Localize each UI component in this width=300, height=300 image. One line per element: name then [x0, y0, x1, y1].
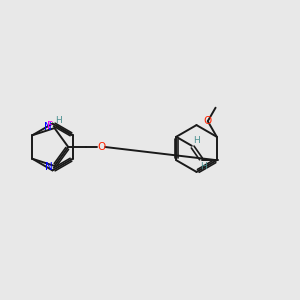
- Text: F: F: [47, 121, 53, 131]
- Text: H: H: [55, 116, 62, 125]
- Text: O: O: [97, 142, 105, 152]
- Text: H: H: [194, 136, 200, 145]
- Text: O: O: [204, 116, 212, 126]
- Text: N: N: [44, 122, 52, 133]
- Text: H: H: [200, 162, 207, 171]
- Text: N: N: [45, 161, 53, 172]
